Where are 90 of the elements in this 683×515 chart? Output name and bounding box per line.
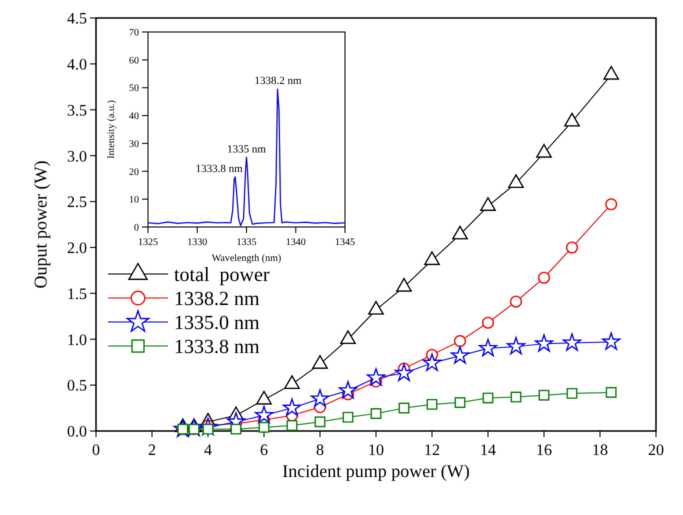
point — [368, 300, 384, 315]
point — [286, 420, 298, 431]
y-tick-label: 20 — [129, 166, 139, 178]
point — [312, 355, 328, 369]
point — [366, 368, 386, 386]
point — [506, 336, 526, 354]
point — [314, 416, 326, 428]
x-tick-label: 4 — [204, 442, 212, 459]
point — [254, 406, 274, 424]
legend-label: 1333.8 nm — [174, 336, 260, 358]
point — [282, 398, 302, 416]
y-tick-label: 2.0 — [67, 240, 87, 258]
x-tick-label: 1330 — [187, 237, 208, 248]
x-tick-label: 1325 — [138, 237, 158, 248]
y-tick-label: 1.5 — [67, 286, 87, 303]
y-tick-label: 10 — [129, 194, 139, 206]
point — [422, 353, 442, 371]
x-tick-label: 8 — [316, 442, 324, 459]
y-tick-label: 3.5 — [67, 102, 87, 120]
y-tick-label: 4.0 — [67, 56, 87, 74]
x-tick-label: 1340 — [286, 237, 306, 248]
point — [424, 251, 440, 266]
point — [340, 330, 356, 344]
annotation: 1338.2 nm — [254, 75, 302, 88]
x-tick-label: 6 — [260, 442, 268, 459]
point — [510, 392, 522, 402]
point — [482, 392, 494, 404]
point — [454, 335, 466, 348]
y-tick-label: 40 — [129, 111, 139, 122]
point — [394, 364, 414, 382]
x-tick-label: 1335 — [236, 237, 256, 248]
point — [452, 226, 468, 240]
point — [602, 332, 620, 350]
annotation: 1335 nm — [227, 143, 266, 156]
point — [480, 197, 496, 211]
point — [482, 316, 494, 329]
point — [538, 390, 550, 401]
point — [370, 408, 382, 419]
point — [338, 381, 358, 399]
y-tick-label: 30 — [129, 138, 139, 150]
y-tick-label: 0.5 — [67, 378, 87, 395]
point — [566, 388, 578, 399]
x-tick-label: 16 — [536, 442, 552, 459]
legend-label: total power — [174, 264, 270, 286]
point — [536, 144, 552, 158]
annotation: 1333.8 nm — [196, 162, 244, 175]
y-tick-label: 3.0 — [67, 148, 87, 166]
y-tick-label: 0 — [134, 222, 139, 234]
point — [398, 402, 410, 414]
point — [258, 422, 270, 433]
x-tick-label: 20 — [648, 442, 664, 459]
point — [562, 333, 582, 351]
x-tick-label: 12 — [424, 442, 440, 459]
line-series — [147, 88, 346, 226]
point — [510, 296, 522, 308]
point — [310, 389, 330, 407]
point — [478, 338, 498, 356]
point — [606, 387, 617, 398]
point — [538, 272, 550, 284]
y-tick-label: 70 — [129, 28, 139, 38]
point — [564, 112, 580, 127]
y-tick-label: 50 — [129, 83, 139, 94]
point — [566, 241, 578, 254]
y-tick-label: 60 — [129, 55, 139, 66]
point — [230, 424, 242, 435]
point — [508, 174, 524, 188]
point — [534, 334, 554, 352]
point — [342, 412, 354, 423]
legend-label: 1338.2 nm — [174, 288, 260, 310]
legend-label: 1335.0 nm — [174, 312, 260, 334]
x-axis-title: Incident pump power (W) — [282, 461, 470, 481]
y-axis-title: Ouput power (W) — [30, 160, 50, 288]
point — [454, 397, 466, 408]
x-tick-label: 2 — [148, 442, 156, 459]
point — [426, 398, 438, 410]
point — [396, 278, 412, 292]
x-axis-title: Wavelength (nm) — [212, 253, 282, 264]
x-tick-label: 0 — [92, 442, 100, 459]
y-tick-label: 1.0 — [67, 332, 87, 349]
y-tick-label: 2.5 — [67, 194, 87, 212]
y-tick-label: 0.0 — [67, 424, 87, 441]
point — [603, 66, 620, 80]
x-tick-label: 18 — [592, 442, 608, 459]
y-axis-title: Intensity (a.u.) — [106, 100, 117, 159]
x-tick-label: 14 — [480, 442, 496, 459]
point — [284, 375, 300, 390]
x-tick-label: 10 — [368, 442, 384, 459]
x-tick-label: 1345 — [335, 237, 355, 248]
point — [450, 346, 470, 364]
y-tick-label: 4.5 — [67, 10, 87, 28]
